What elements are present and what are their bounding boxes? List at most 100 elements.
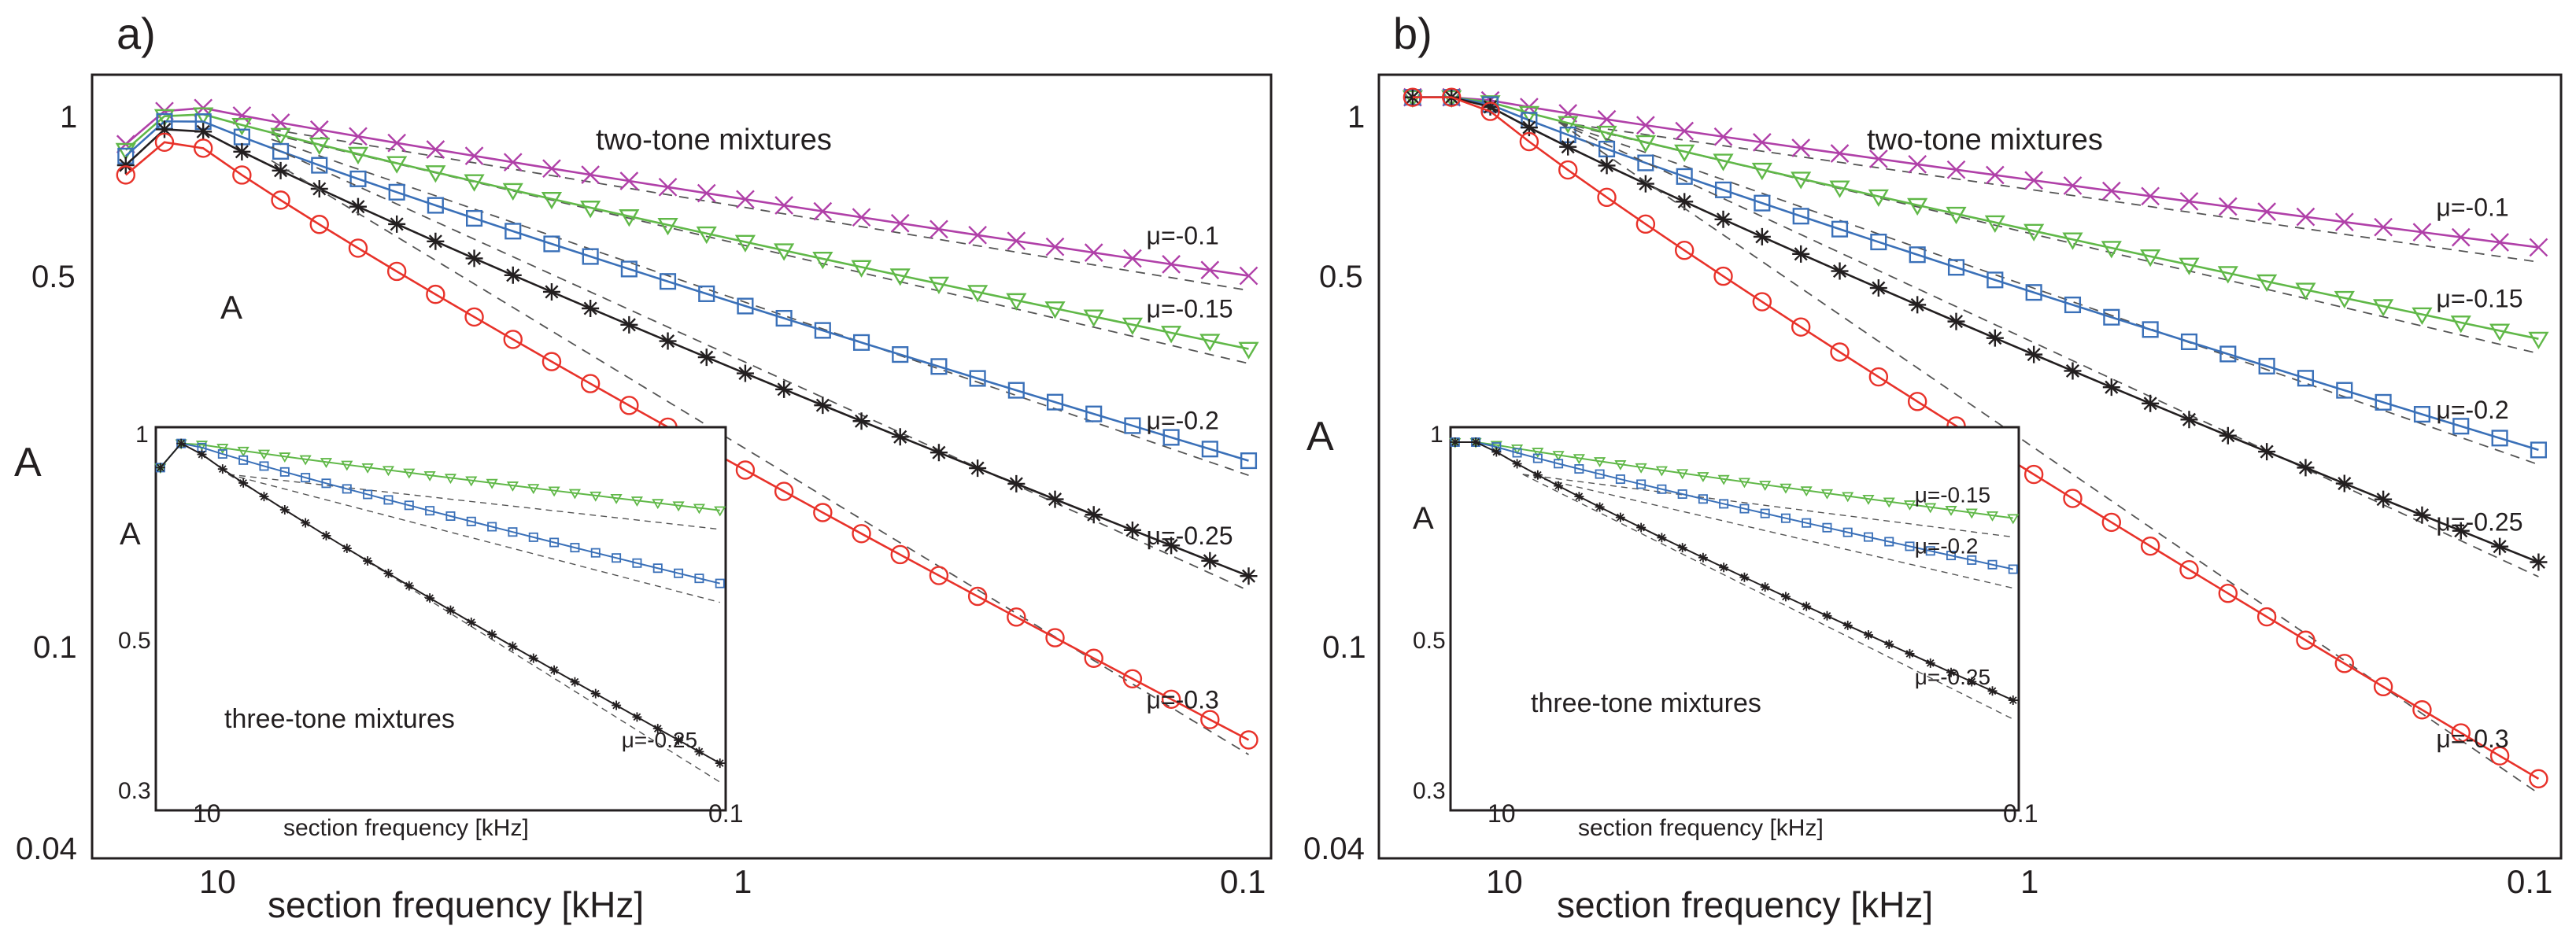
a-series-4-point-8 <box>426 284 445 304</box>
b-inset-series-1-point-7 <box>1595 469 1605 479</box>
a-series-1-point-8 <box>425 165 446 183</box>
a-series-3-point-5 <box>310 180 328 198</box>
panel-b-inset-xtick-10: 10 <box>1488 799 1516 828</box>
a-series-0-point-8 <box>426 140 445 159</box>
b-series-3-point-29 <box>2530 553 2548 571</box>
a-inset-series-0-point-17 <box>506 481 519 492</box>
a-inset-series-2-label: μ=-0.25 <box>622 728 697 752</box>
b-series-1-point-18 <box>2101 241 2122 259</box>
b-inset-series-2-point-11 <box>1677 543 1687 553</box>
b-inset-series-1-label: μ=-0.2 <box>1915 533 1979 558</box>
a-inset-series-1-point-16 <box>487 522 497 532</box>
a-series-1-point-11 <box>541 191 563 210</box>
panel-a-inset-ytick-03: 0.3 <box>118 778 151 804</box>
a-series-3-point-24 <box>1046 490 1064 508</box>
b-inset-series-1-point-17 <box>1802 518 1812 528</box>
b-series-3-point-10 <box>1792 245 1810 263</box>
b-inset-series-2-point-0 <box>1450 437 1460 447</box>
b-inset-series-1-point-10 <box>1657 484 1667 494</box>
b-inset-series-0-point-13 <box>1717 474 1730 485</box>
a-inset-series-2-point-21 <box>590 688 601 699</box>
b-series-1-point-29 <box>2528 331 2549 350</box>
b-series-2-point-8 <box>1714 181 1732 198</box>
b-series-2-point-21 <box>2219 345 2237 363</box>
a-series-2-point-10 <box>504 223 522 240</box>
a-inset-series-2-point-7 <box>301 518 311 528</box>
b-series-0-point-11 <box>1830 144 1850 163</box>
b-series-4-point-5 <box>1597 187 1617 208</box>
b-series-0-point-28 <box>2490 233 2509 252</box>
a-series-1-point-7 <box>386 156 408 174</box>
a-series-1-point-25 <box>1083 309 1104 327</box>
b-series-2-point-19 <box>2142 321 2159 338</box>
a-series-4-point-1 <box>154 132 175 152</box>
b-series-2-point-16 <box>2025 284 2042 301</box>
a-inset-series-2-point-14 <box>445 605 456 615</box>
panel-a-series: μ=-0.1 μ=-0.15 μ=-0.2 μ=-0.25 μ=-0.3 <box>115 98 1259 755</box>
b-inset-series-2-point-27 <box>2008 695 2018 706</box>
panel-b-xtick-01: 0.1 <box>2507 863 2552 900</box>
a-inset-series-0-point-10 <box>361 463 374 474</box>
a-inset-series-1-line <box>160 442 720 585</box>
b-inset-series-2-point-14 <box>1739 572 1750 582</box>
b-inset-series-1-point-20 <box>1863 532 1873 542</box>
a-inset-series-1-point-11 <box>383 495 394 505</box>
a-series-1: μ=-0.15 <box>115 107 1259 364</box>
a-series-4-point-22 <box>967 586 988 607</box>
a-series-4-point-6 <box>348 238 368 258</box>
a-inset-series-0-point-8 <box>320 458 333 469</box>
a-series-0: μ=-0.1 <box>116 98 1258 292</box>
a-series-0-point-26 <box>1123 249 1142 268</box>
panel-b-ytick-004: 0.04 <box>1303 832 1365 866</box>
a-inset-series-0-point-16 <box>486 478 498 489</box>
panel-b-inset-ytick-05: 0.5 <box>1413 628 1446 654</box>
b-series-3-point-19 <box>2142 394 2160 412</box>
a-inset-series-0-point-14 <box>444 474 457 485</box>
a-series-4-point-7 <box>386 261 407 282</box>
b-series-2-point-7 <box>1676 168 1693 185</box>
b-inset-series-1-point-26 <box>1987 559 1998 570</box>
b-series-1-point-19 <box>2140 249 2161 267</box>
a-series-0-point-20 <box>890 213 910 233</box>
a-inset-series-2-line <box>160 442 721 764</box>
b-inset-series-1-point-16 <box>1780 513 1791 523</box>
panel-a-ytick-05: 0.5 <box>31 260 76 294</box>
b-inset-series-0-point-21 <box>1883 497 1895 508</box>
b-inset-series-0-point-16 <box>1780 483 1792 494</box>
a-inset-series-0-fit-line <box>227 474 720 530</box>
a-inset-series-2: μ=-0.25 <box>155 438 725 783</box>
a-inset-series-2-point-19 <box>549 665 560 675</box>
a-series-2-point-26 <box>1124 417 1141 434</box>
a-inset-series-0-point-3 <box>216 444 229 455</box>
b-inset-series-0-point-15 <box>1759 481 1772 491</box>
panel-b-inset-xlabel: section frequency [kHz] <box>1578 815 1824 841</box>
b-inset-series-0: μ=-0.15 <box>1449 437 2020 538</box>
b-series-4-point-27 <box>2451 723 2471 743</box>
b-inset-series-1: μ=-0.2 <box>1450 437 2018 589</box>
b-series-0-point-9 <box>1753 133 1772 152</box>
panel-a: a) two-tone mixtures A A section frequen… <box>14 9 1273 925</box>
b-series-2-point-17 <box>2064 296 2082 314</box>
b-series-1-point-12 <box>1868 189 1889 207</box>
b-series-2-point-20 <box>2180 333 2198 351</box>
a-series-1-point-29 <box>1238 341 1259 360</box>
b-inset-series-0-point-18 <box>1820 489 1834 500</box>
a-series-1-point-6 <box>347 146 369 165</box>
a-series-2-point-11 <box>543 235 560 253</box>
b-series-3-point-13 <box>1909 296 1927 314</box>
a-series-1-point-21 <box>928 276 950 295</box>
b-series-3-label: μ=-0.25 <box>2436 508 2522 537</box>
b-inset-series-2-point-26 <box>1987 686 1998 696</box>
a-series-4-point-4 <box>271 190 290 210</box>
a-series-1-point-9 <box>464 174 485 192</box>
b-inset-series-0-point-10 <box>1655 466 1668 477</box>
a-inset-series-2-point-25 <box>674 735 684 745</box>
a-series-3-point-7 <box>388 215 406 233</box>
b-inset-series-0-point-8 <box>1614 460 1627 470</box>
b-series-3-point-6 <box>1636 175 1654 193</box>
a-series-3-point-0 <box>116 157 135 175</box>
a-series-2-point-29 <box>1240 452 1258 470</box>
a-series-2-point-20 <box>892 346 909 363</box>
panel-a-inset-xtick-10: 10 <box>193 799 221 828</box>
a-series-3-point-17 <box>775 380 793 398</box>
